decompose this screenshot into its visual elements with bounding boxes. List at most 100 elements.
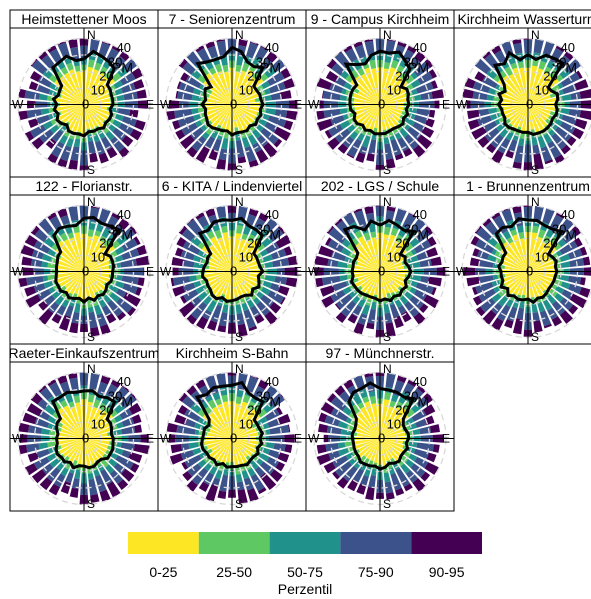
band-wedge — [374, 271, 380, 296]
band-wedge — [343, 379, 354, 390]
band-wedge — [30, 392, 43, 405]
band-wedge — [24, 286, 37, 297]
band-wedge — [84, 432, 108, 439]
band-wedge — [67, 104, 84, 124]
band-wedge — [180, 249, 195, 261]
band-wedge — [285, 110, 298, 121]
band-wedge — [491, 317, 504, 331]
band-wedge — [273, 138, 283, 148]
band-wedge — [573, 237, 583, 248]
band-wedge — [508, 73, 528, 105]
band-wedge — [390, 227, 399, 237]
band-wedge — [560, 108, 570, 115]
band-wedge — [84, 236, 93, 272]
band-wedge — [384, 143, 394, 160]
band-wedge — [74, 469, 81, 479]
band-wedge — [113, 262, 121, 269]
band-wedge — [280, 67, 291, 79]
band-wedge — [335, 312, 347, 324]
direction-label: N — [235, 195, 244, 209]
band-wedge — [111, 45, 121, 53]
band-wedge — [533, 205, 544, 221]
radial-unit-label: PM — [260, 60, 281, 76]
band-wedge — [259, 249, 269, 257]
band-wedge — [232, 401, 248, 439]
band-wedge — [246, 42, 259, 59]
band-wedge — [41, 54, 56, 70]
band-wedge — [123, 227, 136, 240]
band-wedge — [136, 89, 147, 99]
band-wedge — [491, 280, 500, 287]
band-wedge — [380, 271, 406, 278]
band-wedge — [409, 57, 421, 69]
band-wedge — [380, 104, 402, 118]
band-wedge — [343, 465, 358, 482]
band-wedge — [47, 45, 57, 53]
band-wedge — [226, 438, 232, 463]
band-wedge — [39, 477, 53, 491]
band-wedge — [84, 271, 108, 292]
band-wedge — [113, 80, 123, 89]
band-wedge — [410, 79, 421, 89]
band-wedge — [65, 472, 74, 484]
band-wedge — [60, 94, 84, 105]
band-wedge — [109, 470, 124, 485]
band-wedge — [55, 97, 84, 105]
band-wedge — [518, 232, 525, 239]
band-wedge — [243, 225, 252, 236]
band-wedge — [323, 108, 341, 119]
band-wedge — [384, 481, 394, 494]
band-wedge — [328, 450, 341, 461]
direction-label: N — [383, 195, 392, 209]
band-wedge — [84, 104, 110, 116]
band-wedge — [380, 67, 396, 105]
band-wedge — [105, 464, 115, 474]
band-wedge — [483, 120, 498, 133]
band-wedge — [474, 71, 486, 82]
band-wedge — [121, 116, 137, 127]
band-wedge — [509, 241, 528, 272]
band-wedge — [212, 438, 232, 462]
band-wedge — [67, 104, 84, 131]
band-wedge — [482, 218, 492, 227]
band-wedge — [104, 406, 112, 414]
band-wedge — [503, 104, 528, 115]
band-wedge — [343, 212, 356, 226]
band-wedge — [191, 108, 199, 115]
band-wedge — [400, 463, 411, 474]
band-wedge — [70, 406, 84, 439]
band-wedge — [114, 88, 123, 96]
band-wedge — [430, 256, 442, 266]
radial-tick-label: 0 — [378, 264, 385, 279]
band-wedge — [232, 260, 258, 272]
direction-label: E — [146, 432, 154, 446]
band-wedge — [133, 443, 150, 455]
band-wedge — [60, 104, 84, 115]
band-wedge — [364, 67, 380, 105]
band-wedge — [285, 277, 298, 288]
band-wedge — [566, 136, 577, 147]
band-wedge — [182, 395, 195, 409]
band-wedge — [180, 72, 189, 82]
radial-tick-label: 10 — [91, 249, 105, 264]
band-wedge — [185, 418, 196, 428]
band-wedge — [84, 438, 91, 467]
band-wedge — [59, 381, 71, 394]
band-wedge — [275, 461, 285, 472]
band-wedge — [121, 275, 139, 285]
band-wedge — [354, 44, 367, 59]
band-wedge — [63, 239, 84, 272]
band-wedge — [380, 271, 399, 293]
band-wedge — [542, 41, 555, 56]
band-wedge — [196, 316, 209, 330]
band-wedge — [254, 314, 265, 324]
band-wedge — [336, 476, 349, 489]
band-wedge — [380, 234, 396, 272]
band-wedge — [88, 59, 95, 68]
band-wedge — [409, 295, 424, 310]
band-wedge — [342, 406, 353, 416]
band-wedge — [528, 89, 553, 105]
band-wedge — [195, 146, 210, 163]
band-wedge — [513, 104, 528, 129]
